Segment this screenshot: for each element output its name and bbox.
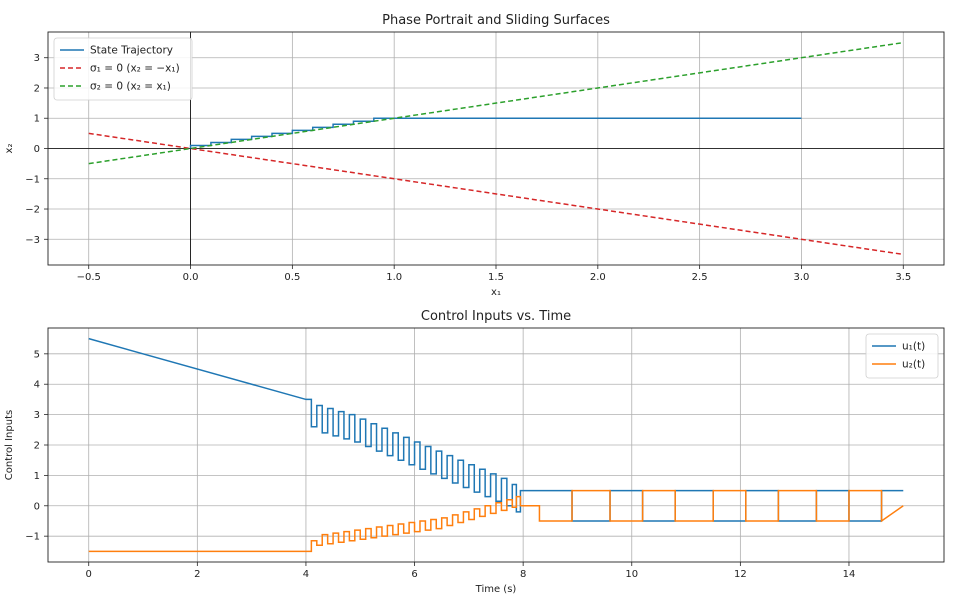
chart-panel-1: −0.5 0.0 0.5 1.0 1.5 2.0 2.5 3.0 3.5 −3 −2 −1 0 1 2 3 Ph…	[4, 13, 945, 298]
y-tick-label: 5	[34, 349, 40, 360]
x-tick-label: 0.0	[183, 272, 199, 283]
y-tick-label: 3	[34, 410, 40, 421]
x-axis-label: x₁	[491, 287, 501, 298]
legend-box	[53, 37, 193, 101]
legend-label-3: σ₂ = 0 (x₂ = x₁)	[90, 81, 171, 93]
series-line-1	[88, 337, 904, 522]
x-tick-label: 0.5	[284, 272, 300, 283]
series-line-3	[88, 41, 904, 165]
x-tick-label: −0.5	[77, 272, 101, 283]
legend-label-1: State Trajectory	[90, 45, 173, 57]
legend-label-1: u₁(t)	[902, 341, 925, 353]
legend-box	[865, 333, 939, 379]
y-tick-label: −1	[25, 532, 40, 543]
y-tick-label: 2	[34, 441, 40, 452]
x-tick-label: 14	[843, 569, 856, 580]
x-tick-label: 2	[194, 569, 200, 580]
x-tick-label: 1.0	[386, 272, 402, 283]
y-axis-label: x₂	[4, 144, 15, 154]
series-line-1	[189, 117, 802, 149]
y-tick-label: 3	[34, 53, 40, 64]
legend: u₁(t) u₂(t)	[865, 333, 939, 379]
y-tick-label: 1	[34, 114, 40, 125]
x-tick-label: 3.5	[895, 272, 911, 283]
y-tick-label: −1	[25, 174, 40, 185]
chart-title: Control Inputs vs. Time	[421, 309, 571, 324]
legend: State Trajectory σ₁ = 0 (x₂ = −x₁) σ₂ = 0 …	[53, 37, 193, 101]
x-tick-label: 1.5	[488, 272, 504, 283]
y-tick-label: 4	[34, 380, 40, 391]
legend-label-2: u₂(t)	[902, 359, 925, 371]
x-tick-label: 6	[411, 569, 417, 580]
y-axis-label: Control Inputs	[4, 410, 15, 480]
y-tick-label: 2	[34, 83, 40, 94]
x-tick-label: 8	[520, 569, 526, 580]
chart-title: Phase Portrait and Sliding Surfaces	[382, 13, 610, 28]
series-line-2	[88, 132, 904, 256]
x-tick-label: 10	[625, 569, 638, 580]
y-tick-label: −3	[25, 235, 40, 246]
y-tick-label: 0	[34, 501, 40, 512]
y-tick-label: 1	[34, 471, 40, 482]
x-axis-label: Time (s)	[475, 584, 517, 595]
x-tick-label: 0	[86, 569, 92, 580]
y-tick-label: 0	[34, 144, 40, 155]
series-line-2	[88, 489, 904, 553]
x-tick-label: 4	[303, 569, 309, 580]
x-tick-label: 2.0	[590, 272, 606, 283]
legend-label-2: σ₁ = 0 (x₂ = −x₁)	[90, 63, 180, 75]
y-tick-label: −2	[25, 205, 40, 216]
x-tick-label: 2.5	[692, 272, 708, 283]
x-tick-label: 12	[734, 569, 747, 580]
x-tick-label: 3.0	[794, 272, 810, 283]
